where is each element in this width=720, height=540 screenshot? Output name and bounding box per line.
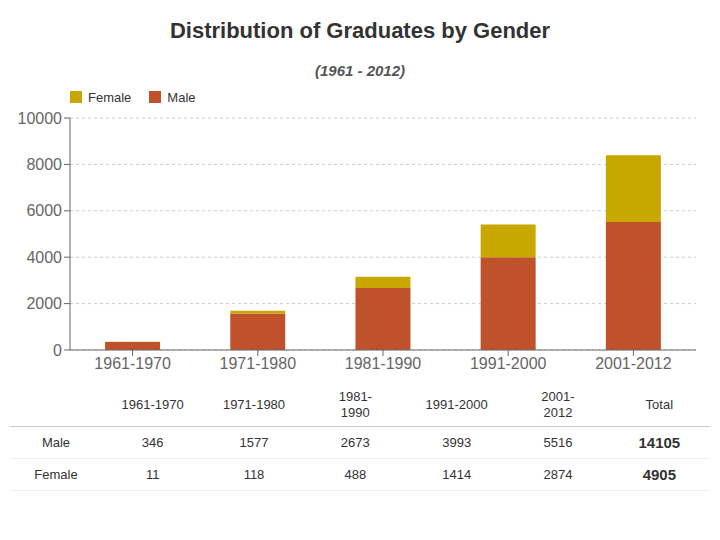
svg-text:2001-2012: 2001-2012 (595, 355, 672, 372)
html-text:1961-1970: 1961-1970 (121, 396, 184, 412)
html-text:1991-2000: 1991-2000 (425, 396, 488, 412)
svg-text:0: 0 (53, 342, 62, 359)
html-text:2673: 2673 (340, 434, 370, 450)
html-text:2012: 2012 (543, 404, 573, 420)
html-text:1414: 1414 (442, 466, 472, 482)
html-text:Female: Female (88, 89, 132, 105)
html-text:5516: 5516 (543, 434, 573, 450)
svg-text:1961-1970: 1961-1970 (94, 355, 171, 372)
html-text:1577: 1577 (239, 434, 269, 450)
svg-text:1991-2000: 1991-2000 (470, 355, 547, 372)
html-text:Female: Female (34, 466, 78, 482)
html-text:4905: 4905 (642, 465, 676, 483)
svg-text:10000: 10000 (18, 110, 63, 127)
html-text:1990: 1990 (340, 404, 370, 420)
svg-text:8000: 8000 (26, 156, 62, 173)
html-text:3993: 3993 (442, 434, 472, 450)
html-text:Male: Male (167, 89, 196, 105)
html-text:346: 346 (141, 434, 164, 450)
svg-text:1981-1990: 1981-1990 (345, 355, 422, 372)
html-text:Male: Male (41, 434, 71, 450)
html-text:2874: 2874 (543, 466, 573, 482)
html-text:(1961 - 2012): (1961 - 2012) (315, 62, 405, 79)
svg-text:1971-1980: 1971-1980 (220, 355, 297, 372)
html-text:1971-1980: 1971-1980 (222, 396, 286, 412)
html-text:11: 11 (145, 466, 160, 482)
svg-text:2000: 2000 (26, 295, 62, 312)
html-text:1981-: 1981- (338, 388, 372, 404)
html-text:488: 488 (344, 466, 367, 482)
svg-text:4000: 4000 (26, 249, 62, 266)
svg-text:6000: 6000 (26, 202, 62, 219)
html-text:Total: Total (645, 396, 673, 412)
html-text:14105: 14105 (638, 433, 681, 451)
html-text:118: 118 (243, 466, 265, 482)
html-text:Distribution of Graduates by G: Distribution of Graduates by Gender (169, 18, 551, 43)
html-text:2001-: 2001- (541, 388, 575, 404)
